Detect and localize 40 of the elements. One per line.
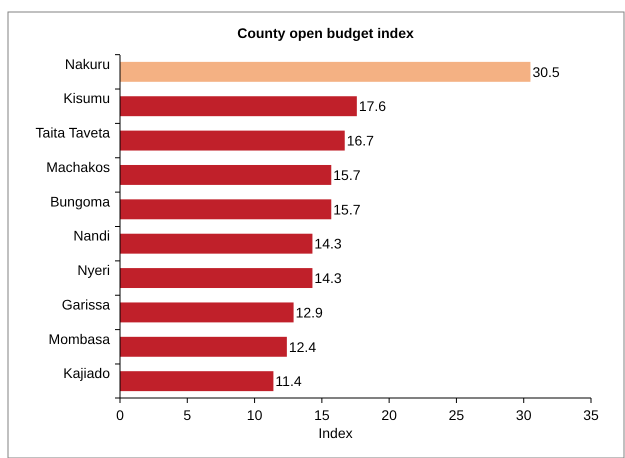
x-tick-label: 35 bbox=[583, 407, 599, 423]
x-tick-label: 15 bbox=[314, 407, 330, 423]
y-tick-label: Kajiado bbox=[63, 365, 110, 382]
data-label: 15.7 bbox=[333, 166, 361, 183]
y-tick-label: Garissa bbox=[62, 296, 110, 312]
y-tick-label: Kisumu bbox=[63, 90, 110, 106]
x-tick-label: 10 bbox=[246, 407, 263, 423]
data-label: 12.9 bbox=[296, 304, 324, 320]
y-tick-label: Nandi bbox=[73, 228, 110, 244]
y-tick-label: Bungoma bbox=[50, 193, 110, 210]
bar bbox=[120, 336, 287, 357]
x-tick-label: 5 bbox=[183, 407, 192, 423]
bar bbox=[120, 268, 312, 288]
y-tick-label: Taita Taveta bbox=[36, 124, 110, 141]
bar bbox=[120, 130, 345, 151]
data-label: 15.7 bbox=[333, 201, 361, 218]
y-tick-label: Nakuru bbox=[64, 56, 110, 72]
data-label: 30.5 bbox=[532, 64, 560, 80]
x-tick-label: 25 bbox=[448, 407, 464, 423]
data-label: 12.4 bbox=[288, 338, 316, 355]
y-tick-label: Machakos bbox=[46, 158, 110, 175]
data-label: 14.3 bbox=[314, 236, 342, 252]
x-tick-label: 20 bbox=[381, 407, 398, 423]
bar bbox=[120, 302, 294, 322]
data-label: 14.3 bbox=[314, 270, 342, 286]
data-label: 11.4 bbox=[275, 373, 302, 390]
bar bbox=[120, 96, 357, 116]
data-label: 16.7 bbox=[346, 132, 374, 149]
x-tick-label: 30 bbox=[516, 407, 532, 423]
data-label: 17.6 bbox=[358, 98, 386, 114]
y-tick-label: Mombasa bbox=[48, 330, 110, 347]
chart-title: County open budget index bbox=[237, 25, 414, 41]
bar bbox=[120, 371, 274, 392]
bar bbox=[120, 164, 332, 185]
x-axis-title: Index bbox=[318, 425, 353, 441]
bar bbox=[120, 234, 312, 254]
y-tick-label: Nyeri bbox=[77, 262, 110, 278]
x-tick-label: 0 bbox=[116, 407, 124, 423]
bar bbox=[120, 62, 530, 82]
bar bbox=[120, 199, 332, 220]
